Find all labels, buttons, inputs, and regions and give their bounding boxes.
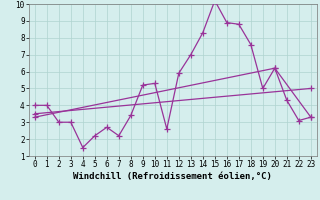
X-axis label: Windchill (Refroidissement éolien,°C): Windchill (Refroidissement éolien,°C) [73, 172, 272, 181]
